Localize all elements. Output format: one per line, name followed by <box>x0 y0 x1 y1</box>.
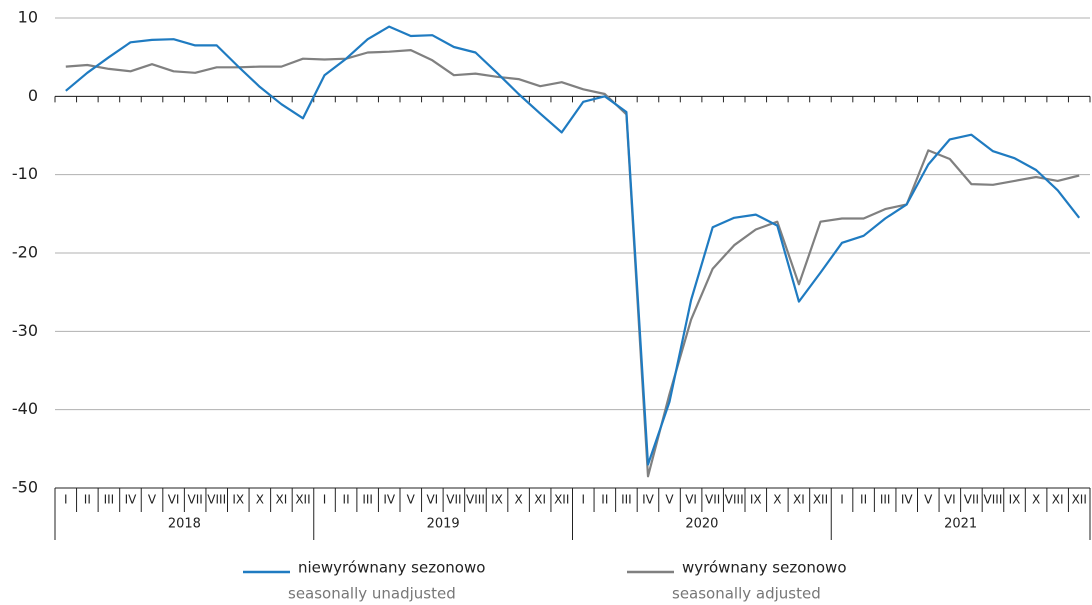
x-tick-label: VI <box>944 493 956 507</box>
x-tick-label: IV <box>383 493 396 507</box>
x-tick-label: III <box>362 493 373 507</box>
x-tick-label: XI <box>534 493 546 507</box>
y-tick-label: 0 <box>28 86 38 105</box>
x-tick-label: I <box>840 493 844 507</box>
x-tick-label: V <box>148 493 157 507</box>
x-tick-label: IX <box>232 493 244 507</box>
x-tick-label: X <box>773 493 781 507</box>
series-line <box>65 49 1080 478</box>
x-tick-label: IV <box>901 493 914 507</box>
x-tick-label: I <box>64 493 68 507</box>
x-tick-label: VIII <box>466 493 485 507</box>
x-tick-label: IV <box>125 493 138 507</box>
y-tick-label: -50 <box>12 478 38 497</box>
x-tick-label: X <box>514 493 522 507</box>
x-tick-label: II <box>84 493 91 507</box>
series-line <box>65 25 1081 466</box>
x-tick-label: VI <box>685 493 697 507</box>
x-tick-label: II <box>860 493 867 507</box>
x-tick-label: XI <box>1052 493 1064 507</box>
legend-label-en: seasonally unadjusted <box>288 585 456 603</box>
x-tick-label: XII <box>295 493 310 507</box>
x-tick-label: IX <box>750 493 762 507</box>
x-tick-label: VIII <box>207 493 226 507</box>
x-tick-label: IX <box>1009 493 1021 507</box>
x-tick-label: I <box>323 493 327 507</box>
x-tick-label: V <box>665 493 674 507</box>
x-tick-label: VI <box>426 493 438 507</box>
x-tick-label: XII <box>554 493 569 507</box>
y-tick-label: -20 <box>12 243 38 262</box>
year-label: 2021 <box>944 517 977 532</box>
x-tick-label: X <box>256 493 264 507</box>
x-tick-label: XI <box>276 493 288 507</box>
x-tick-label: I <box>582 493 586 507</box>
x-tick-label: VII <box>964 493 979 507</box>
year-label: 2020 <box>685 517 718 532</box>
x-tick-label: XI <box>793 493 805 507</box>
y-tick-label: -30 <box>12 321 38 340</box>
legend-label: wyrównany sezonowo <box>682 559 847 577</box>
x-tick-label: XII <box>813 493 828 507</box>
y-tick-label: 10 <box>18 8 38 27</box>
x-tick-label: VII <box>446 493 461 507</box>
x-tick-label: IV <box>642 493 655 507</box>
x-tick-label: XII <box>1072 493 1087 507</box>
x-tick-label: VII <box>705 493 720 507</box>
x-tick-label: III <box>621 493 632 507</box>
year-label: 2018 <box>168 517 201 532</box>
x-tick-label: VIII <box>984 493 1003 507</box>
legend-label-en: seasonally adjusted <box>672 585 821 603</box>
x-tick-label: II <box>343 493 350 507</box>
x-tick-label: III <box>104 493 115 507</box>
x-tick-label: X <box>1032 493 1040 507</box>
y-tick-label: -40 <box>12 399 38 418</box>
year-label: 2019 <box>427 517 460 532</box>
x-tick-label: VII <box>188 493 203 507</box>
x-tick-label: V <box>407 493 416 507</box>
legend-label: niewyrównany sezonowo <box>298 559 485 577</box>
y-tick-label: -10 <box>12 164 38 183</box>
x-tick-label: V <box>924 493 933 507</box>
x-tick-label: II <box>601 493 608 507</box>
x-tick-label: III <box>880 493 891 507</box>
x-tick-label: VIII <box>725 493 744 507</box>
x-tick-label: IX <box>491 493 503 507</box>
x-tick-label: VI <box>168 493 180 507</box>
